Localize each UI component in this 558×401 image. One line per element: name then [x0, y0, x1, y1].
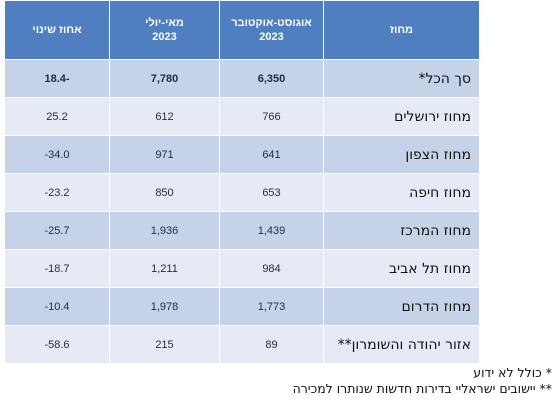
table-row: מחוז הדרום 1,773 1,978 10.4-	[4, 287, 480, 326]
may-jul-cell: 612	[109, 97, 220, 136]
district-cell: מחוז המרכז	[323, 211, 480, 250]
district-cell: מחוז חיפה	[323, 173, 480, 212]
change-cell: -18.4	[4, 59, 110, 98]
aug-oct-cell: 89	[219, 325, 324, 364]
change-cell: 34.0-	[4, 135, 110, 174]
may-jul-cell: 1,211	[109, 249, 220, 288]
district-sales-table: מחוז אוגוסט-אוקטובר 2023 מאי-יולי 2023 אחו…	[4, 0, 480, 364]
aug-oct-cell: 984	[219, 249, 324, 288]
table-row: מחוז חיפה 653 850 23.2-	[4, 173, 480, 212]
header-aug-oct: אוגוסט-אוקטובר 2023	[219, 0, 324, 60]
may-jul-cell: 7,780	[109, 59, 220, 98]
header-may-jul: מאי-יולי 2023	[109, 0, 220, 60]
footnotes: * כולל לא ידוע ** יישובים ישראליי בדירות…	[12, 365, 552, 397]
district-cell: סך הכל*	[323, 59, 480, 98]
table-row: מחוז ירושלים 766 612 25.2	[4, 97, 480, 136]
may-jul-cell: 850	[109, 173, 220, 212]
aug-oct-cell: 1,773	[219, 287, 324, 326]
may-jul-cell: 1,978	[109, 287, 220, 326]
footnote-settlements: ** יישובים ישראליי בדירות חדשות שנותרו ל…	[292, 381, 552, 396]
aug-oct-cell: 1,439	[219, 211, 324, 250]
district-cell: אזור יהודה והשומרון**	[323, 325, 480, 364]
aug-oct-cell: 6,350	[219, 59, 324, 98]
header-district: מחוז	[323, 0, 480, 60]
aug-oct-cell: 641	[219, 135, 324, 174]
district-cell: מחוז הצפון	[323, 135, 480, 174]
table-row: אזור יהודה והשומרון** 89 215 58.6-	[4, 325, 480, 364]
table-row: מחוז המרכז 1,439 1,936 25.7-	[4, 211, 480, 250]
footnote-unknown: * כולל לא ידוע	[473, 365, 552, 380]
district-cell: מחוז תל אביב	[323, 249, 480, 288]
aug-oct-cell: 766	[219, 97, 324, 136]
district-cell: מחוז הדרום	[323, 287, 480, 326]
change-cell: 25.7-	[4, 211, 110, 250]
table-row-total: סך הכל* 6,350 7,780 -18.4	[4, 59, 480, 98]
header-row: מחוז אוגוסט-אוקטובר 2023 מאי-יולי 2023 אחו…	[4, 0, 480, 60]
table-row: מחוז הצפון 641 971 34.0-	[4, 135, 480, 174]
may-jul-cell: 1,936	[109, 211, 220, 250]
change-cell: 25.2	[4, 97, 110, 136]
aug-oct-cell: 653	[219, 173, 324, 212]
table-row: מחוז תל אביב 984 1,211 18.7-	[4, 249, 480, 288]
change-cell: 18.7-	[4, 249, 110, 288]
change-cell: 10.4-	[4, 287, 110, 326]
change-cell: 23.2-	[4, 173, 110, 212]
change-cell: 58.6-	[4, 325, 110, 364]
header-change: אחוז שינוי	[4, 0, 110, 60]
district-cell: מחוז ירושלים	[323, 97, 480, 136]
may-jul-cell: 215	[109, 325, 220, 364]
may-jul-cell: 971	[109, 135, 220, 174]
